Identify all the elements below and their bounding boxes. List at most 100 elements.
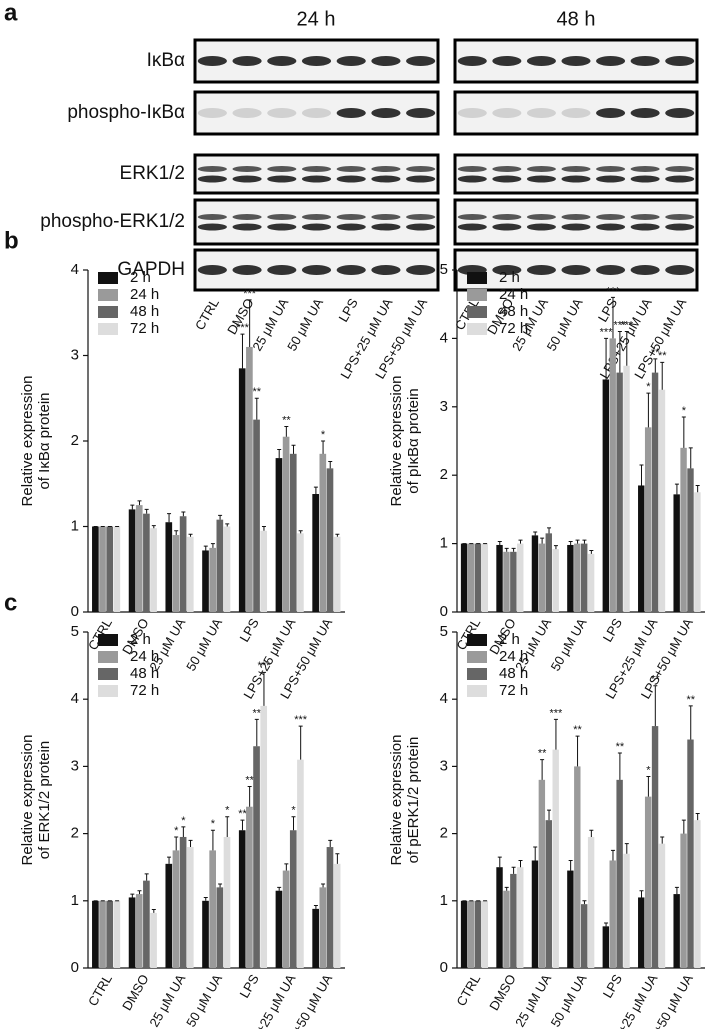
bar [202, 550, 209, 612]
y-tick-label: 0 [440, 959, 448, 976]
y-axis-label: Relative expression [19, 735, 36, 866]
significance-label: * [321, 429, 326, 441]
blot-band [336, 175, 366, 183]
error-bar [181, 826, 186, 837]
blot-row-label: ERK1/2 [120, 163, 185, 184]
error-bar [511, 547, 516, 552]
y-tick-label: 0 [71, 603, 79, 620]
bar [581, 904, 588, 968]
bar [209, 547, 216, 612]
blot-band [630, 265, 660, 275]
legend-swatch [98, 306, 118, 318]
blot-band [492, 56, 522, 66]
blot-band [197, 56, 227, 66]
blot-band [406, 56, 436, 66]
blot-band [665, 214, 695, 220]
blot-band [596, 56, 626, 66]
bar [545, 820, 552, 968]
error-bar [624, 331, 629, 366]
legend-label: 2 h [130, 269, 151, 286]
blot-band [596, 214, 626, 220]
blot-band [406, 214, 436, 220]
significance-label: *** [600, 326, 614, 338]
legend-swatch [98, 289, 118, 301]
bar [510, 873, 517, 968]
blot-band [336, 265, 366, 275]
bar [680, 833, 687, 968]
bar [186, 536, 194, 612]
legend-swatch [98, 685, 118, 697]
significance-label: * [291, 805, 296, 817]
error-bar [188, 839, 193, 848]
panel-label: b [4, 227, 19, 254]
error-bar [540, 537, 545, 544]
blot-band [457, 56, 487, 66]
bar [644, 427, 652, 612]
error-bar [321, 440, 326, 454]
bar [474, 900, 482, 968]
panel-label: c [4, 589, 17, 616]
blot-band [596, 223, 626, 231]
bar [289, 453, 297, 612]
bar [260, 530, 268, 612]
significance-label: ** [282, 414, 291, 426]
blot-box [193, 198, 440, 246]
y-tick-label: 2 [71, 432, 79, 449]
y-axis-label: of ERK1/2 protein [36, 741, 53, 859]
x-tick-label: CTRL [85, 972, 115, 1009]
blot-band [561, 108, 591, 118]
significance-label: ** [616, 741, 625, 753]
blot-band [526, 214, 556, 220]
legend-label: 72 h [130, 320, 159, 337]
error-bar [254, 718, 259, 747]
error-bar [624, 843, 629, 854]
y-tick-label: 5 [71, 623, 79, 640]
legend-label: 2 h [499, 631, 520, 648]
blot-band [267, 166, 297, 172]
error-bar [575, 539, 580, 544]
significance-label: * [646, 381, 651, 393]
legend-label: 2 h [499, 269, 520, 286]
error-bar [582, 900, 587, 905]
blot-band [561, 265, 591, 275]
significance-label: ** [651, 347, 660, 359]
y-axis-label: Relative expression [388, 376, 405, 507]
error-bar [547, 527, 552, 534]
bar [623, 365, 630, 612]
blot-band [197, 166, 227, 172]
blot-band [665, 223, 695, 231]
blot-band [561, 56, 591, 66]
blot-band [630, 56, 660, 66]
significance-label: *** [613, 319, 627, 331]
legend-swatch [467, 289, 487, 301]
blot-band [267, 108, 297, 118]
blot-row-label: GAPDH [117, 259, 185, 280]
error-bar [582, 539, 587, 544]
error-bar [639, 890, 644, 898]
x-tick-label: 50 μM UA [548, 615, 590, 673]
legend-label: 24 h [499, 286, 528, 303]
blot-band [197, 175, 227, 183]
blot-band [267, 214, 297, 220]
blot-band [406, 166, 436, 172]
bar [587, 836, 595, 968]
bar [92, 900, 99, 968]
blot-band [232, 56, 262, 66]
legend-swatch [467, 272, 487, 284]
legend-swatch [98, 651, 118, 663]
blot-band [197, 108, 227, 118]
bar [297, 759, 304, 968]
blot-band [630, 166, 660, 172]
error-bar [328, 461, 333, 469]
bar [644, 796, 652, 968]
blot-band [561, 166, 591, 172]
bar [496, 867, 503, 968]
blot-band [232, 265, 262, 275]
bar [223, 526, 231, 612]
bar [609, 860, 616, 968]
bar [460, 543, 468, 612]
error-bar [695, 812, 700, 821]
bar [113, 526, 121, 612]
significance-label: * [181, 815, 186, 827]
y-tick-label: 1 [71, 517, 79, 534]
